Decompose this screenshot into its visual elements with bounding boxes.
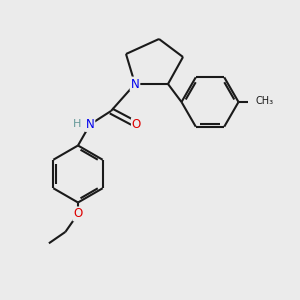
Text: O: O bbox=[74, 207, 82, 220]
Text: H: H bbox=[73, 119, 82, 129]
Text: N: N bbox=[85, 118, 94, 131]
Text: O: O bbox=[132, 118, 141, 131]
Text: N: N bbox=[130, 77, 140, 91]
Text: CH₃: CH₃ bbox=[255, 96, 273, 106]
